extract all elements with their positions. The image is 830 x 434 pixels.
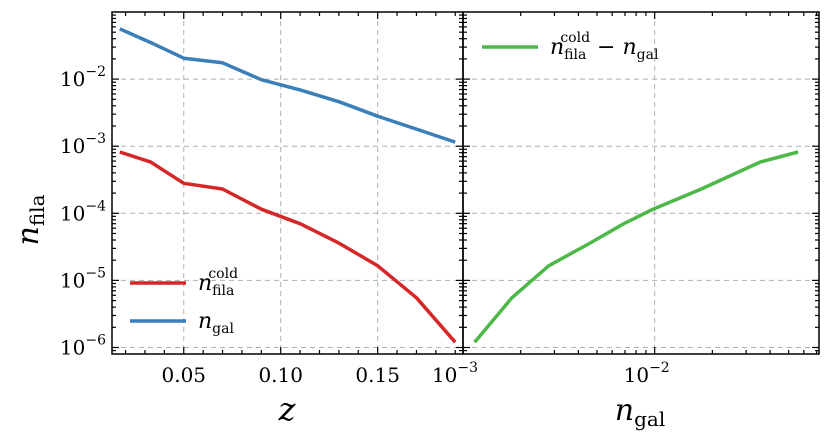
- left-ytick-label: 10−4: [60, 198, 106, 225]
- left-xtick-label: 0.15: [355, 363, 400, 387]
- left-series-line-0: [119, 150, 457, 344]
- left-legend: nfilacold ngal: [130, 266, 238, 337]
- right-series-line-0: [473, 150, 799, 344]
- right-xtick-label: 10−2: [624, 360, 670, 387]
- right-legend-label-0: nfilacold − ngal: [550, 30, 659, 63]
- left-xtick-label: 0.05: [161, 363, 206, 387]
- left-ytick-label: 10−5: [60, 265, 106, 292]
- left-ytick-label: 10−6: [60, 332, 106, 359]
- right-x-axis-label: ngal: [615, 393, 665, 431]
- left-legend-label-1: ngal: [198, 309, 234, 337]
- left-plot-frame: [111, 11, 464, 355]
- right-panel: 10−3 10−2 nfilacold − ngal: [432, 11, 820, 387]
- left-xtick-label: 0.10: [258, 363, 303, 387]
- left-ytick-label: 10−2: [60, 64, 106, 91]
- right-legend: nfilacold − ngal: [482, 30, 659, 63]
- left-grid: [112, 12, 463, 354]
- right-ticks: 10−3 10−2: [432, 12, 819, 387]
- left-legend-label-0: nfilacold: [198, 266, 238, 299]
- axis-labels: z ngal nfila: [11, 194, 665, 431]
- right-series: [473, 150, 799, 344]
- right-plot-frame: [462, 11, 820, 355]
- left-ticks: 0.05 0.10 0.15 10−6 10−5 10−4 10−3 10−2: [60, 12, 456, 387]
- left-series-line-1: [119, 27, 456, 144]
- left-x-axis-label: z: [278, 390, 297, 428]
- left-y-axis-label: nfila: [11, 194, 49, 245]
- left-ytick-label: 10−3: [60, 131, 106, 158]
- right-xtick-label: 10−3: [432, 360, 478, 387]
- right-grid: [462, 12, 819, 354]
- left-panel: 0.05 0.10 0.15 10−6 10−5 10−4 10−3 10−2 nfilaco…: [60, 11, 464, 387]
- left-series: [119, 27, 457, 344]
